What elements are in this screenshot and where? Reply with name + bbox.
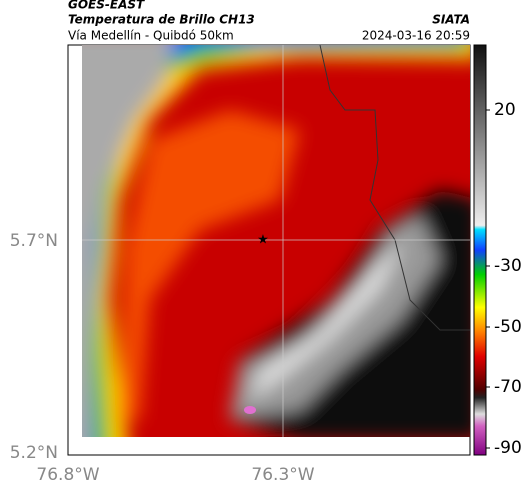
lat-label: 5.2°N: [10, 443, 58, 463]
imagery: ★: [82, 45, 470, 437]
lat-label: 5.7°N: [10, 231, 58, 251]
svg-text:★: ★: [257, 233, 269, 248]
colorbar-ticks: 20 -30 -50 -70 -90: [486, 100, 522, 458]
colorbar-label: 20: [494, 100, 516, 120]
lon-label: 76.3°W: [251, 465, 314, 485]
datetime: 2024-03-16 20:59: [362, 29, 470, 43]
colorbar-label: -30: [494, 256, 522, 276]
source: GOES-EAST: [68, 0, 145, 12]
subtitle: Vía Medellín - Quibdó 50km: [68, 29, 234, 43]
title: Temperatura de Brillo CH13: [68, 13, 255, 27]
colorbar: [473, 44, 487, 456]
agency: SIATA: [432, 13, 470, 27]
colorbar-label: -70: [494, 377, 522, 397]
colorbar-label: -90: [494, 438, 522, 458]
lon-label: 76.8°W: [36, 465, 99, 485]
colorbar-label: -50: [494, 317, 522, 337]
